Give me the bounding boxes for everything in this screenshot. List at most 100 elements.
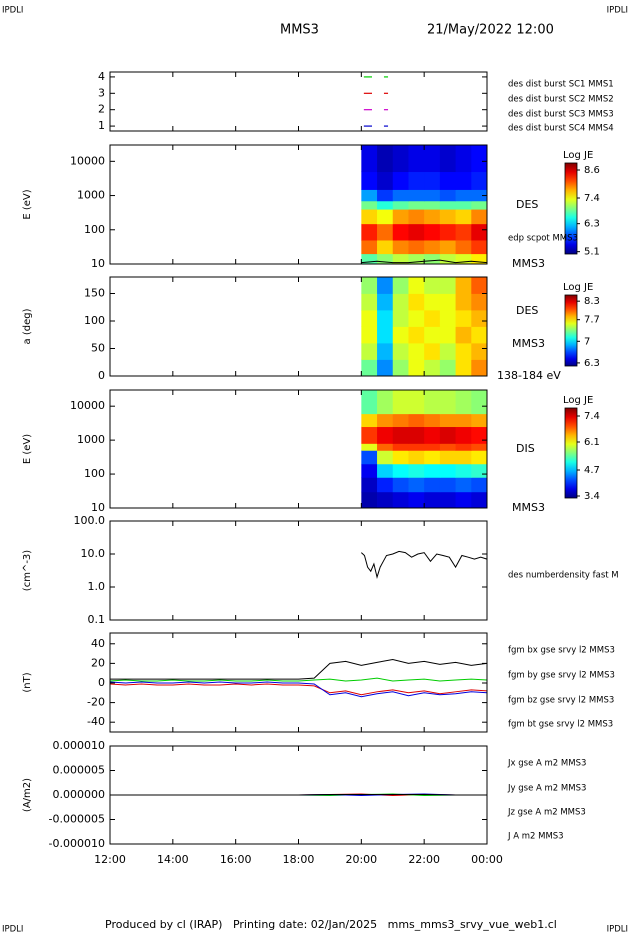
spectrogram-cell <box>377 223 394 241</box>
corner-label: IPDLI <box>607 925 628 934</box>
y-tick-label: -0.000010 <box>49 837 105 850</box>
spectrogram-cell <box>377 491 394 509</box>
spectrogram-cell <box>471 277 488 294</box>
y-tick-label: 0.1 <box>88 613 106 626</box>
spectrogram-cell <box>455 326 472 344</box>
spectrogram-cell <box>455 293 472 311</box>
spectrogram-cell <box>471 189 488 202</box>
spectrogram-cell <box>392 477 409 493</box>
corner-label: IPDLI <box>607 6 628 16</box>
spectrogram-cell <box>392 209 409 225</box>
panel-label: MMS3 <box>512 501 545 514</box>
x-tick-label: 14:00 <box>157 853 189 866</box>
spectrogram-cell <box>424 359 441 377</box>
spectrogram-cell <box>455 477 472 493</box>
spectrogram-cell <box>424 477 441 493</box>
spectrogram-cell <box>392 171 409 190</box>
spectrogram-cell <box>455 343 472 360</box>
spectrogram-cell <box>408 277 425 294</box>
legend-entry: fgm bz gse srvy l2 MMS3 <box>508 696 614 706</box>
spectrogram-cell <box>361 253 378 265</box>
y-tick-label: -20 <box>87 696 105 709</box>
spectrogram-cell <box>392 293 409 311</box>
panel-label: MMS3 <box>512 337 545 350</box>
spectrogram-cell <box>377 359 394 377</box>
spectrogram-cell <box>377 326 394 344</box>
spectrogram-cell <box>408 390 425 415</box>
spectrogram-cell <box>408 326 425 344</box>
spectrogram-cell <box>361 359 378 377</box>
colorbar-tick-label: 6.3 <box>584 358 600 369</box>
legend-entry: des dist burst SC2 MMS2 <box>508 95 614 105</box>
legend-entry: fgm bt gse srvy l2 MMS3 <box>508 720 613 730</box>
spectrogram-cell <box>439 426 456 444</box>
y-tick-label: 0 <box>98 676 105 689</box>
spectrogram-cell <box>455 413 472 428</box>
spectrogram-cell <box>408 145 425 173</box>
spectrogram-cell <box>455 491 472 509</box>
spectrogram-cell <box>377 277 394 294</box>
y-axis-label: E (eV) <box>22 189 33 219</box>
spectrogram-cell <box>424 209 441 225</box>
spectrogram-cell <box>471 209 488 225</box>
spectrogram-cell <box>471 310 488 327</box>
spectrogram-cell <box>424 491 441 509</box>
spectrogram-cell <box>361 326 378 344</box>
y-tick-label: 0.000000 <box>53 788 106 801</box>
spectrogram-cell <box>377 390 394 415</box>
colorbar-tick-label: 7.4 <box>584 411 600 422</box>
spectrogram-cell <box>392 310 409 327</box>
spectrogram-cell <box>455 359 472 377</box>
spectrogram-cell <box>361 277 378 294</box>
spectrogram-cell <box>455 426 472 444</box>
spectrogram-cell <box>455 209 472 225</box>
spectrogram-cell <box>361 189 378 202</box>
spectrogram-cell <box>377 450 394 465</box>
colorbar <box>564 294 578 367</box>
y-tick-label: 1000 <box>77 433 105 446</box>
spectrogram-cell <box>439 293 456 311</box>
panel-label: DIS <box>516 442 535 455</box>
spectrogram-cell <box>361 240 378 255</box>
y-tick-label: -40 <box>87 715 105 728</box>
spectrogram-cell <box>439 253 456 265</box>
y-tick-label: 40 <box>91 637 105 650</box>
legend-entry: Jz gse A m2 MMS3 <box>507 808 586 818</box>
spectrogram-cell <box>377 293 394 311</box>
spectrogram-cell <box>392 390 409 415</box>
spectrogram-cell <box>377 200 394 210</box>
legend-entry: fgm by gse srvy l2 MMS3 <box>508 671 615 681</box>
spectrogram-cell <box>439 171 456 190</box>
spectrogram-cell <box>455 240 472 255</box>
spectrogram-cell <box>408 443 425 451</box>
spectrogram-cell <box>471 443 488 451</box>
spectrogram-cell <box>439 209 456 225</box>
y-tick-label: 1 <box>98 119 105 132</box>
spectrogram-cell <box>471 359 488 377</box>
y-tick-label: 2 <box>98 103 105 116</box>
legend-entry: fgm bx gse srvy l2 MMS3 <box>508 646 615 656</box>
spectrogram-cell <box>392 145 409 173</box>
legend-entry: des dist burst SC4 MMS4 <box>508 124 614 134</box>
spectrogram-cell <box>408 413 425 428</box>
spectrogram-cell <box>361 145 378 173</box>
spectrogram-cell <box>361 426 378 444</box>
spectrogram-cell <box>439 223 456 241</box>
y-axis-label: (A/m2) <box>22 778 33 812</box>
colorbar-title: Log JE <box>563 150 593 161</box>
spectrogram-cell <box>408 200 425 210</box>
spectrogram-cell <box>361 310 378 327</box>
y-tick-label: 100 <box>84 467 105 480</box>
spectrogram-cell <box>455 443 472 451</box>
spectrogram-cell <box>361 171 378 190</box>
spectrogram-cell <box>471 171 488 190</box>
spectrogram-cell <box>392 189 409 202</box>
spectrogram-cell <box>361 477 378 493</box>
spectrogram-cell <box>408 477 425 493</box>
legend-entry: Jx gse A m2 MMS3 <box>507 759 586 769</box>
panel-label: 138-184 eV <box>497 369 561 382</box>
spectrogram-cell <box>377 426 394 444</box>
colorbar <box>564 407 578 499</box>
spectrogram-cell <box>377 145 394 173</box>
spectrogram-cell <box>471 491 488 509</box>
